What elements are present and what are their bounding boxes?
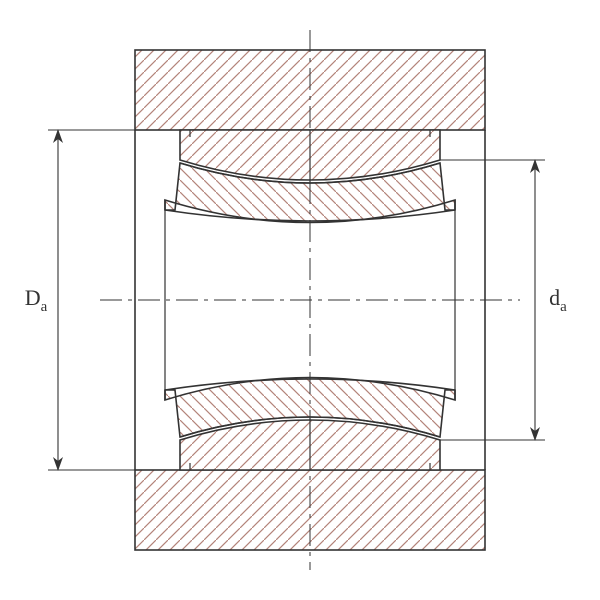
bearing-cross-section: Da da [0,0,600,600]
Da-sub: a [41,299,48,315]
svg-text:da: da [549,285,567,315]
da-label: d [549,285,560,310]
Da-label: D [25,285,41,310]
svg-text:Da: Da [25,285,48,315]
da-sub: a [560,299,567,315]
